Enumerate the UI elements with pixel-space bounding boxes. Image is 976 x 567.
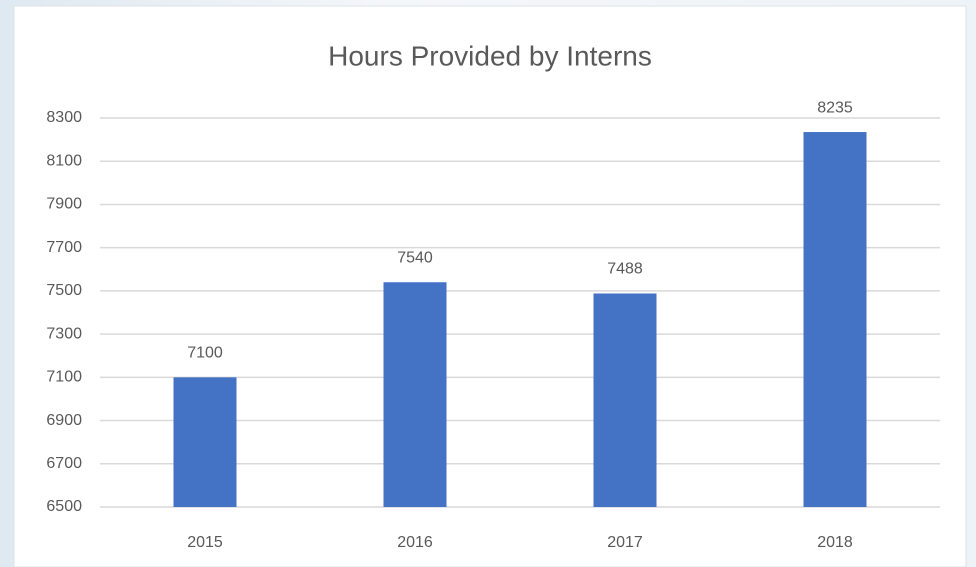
y-tick-label: 6700 [46,455,82,472]
y-tick-label: 6900 [46,412,82,429]
data-label: 7540 [397,249,433,266]
y-tick-label: 8300 [46,109,82,126]
y-tick-label: 7300 [46,325,82,342]
data-label: 7100 [187,345,223,362]
chart-title: Hours Provided by Interns [328,40,652,71]
data-label: 8235 [817,99,853,116]
x-tick-label: 2016 [397,534,433,551]
y-tick-label: 7100 [46,369,82,386]
bar [593,293,657,507]
bar [383,282,447,507]
x-tick-label: 2017 [607,534,643,551]
x-tick-label: 2015 [187,534,223,551]
y-tick-label: 6500 [46,498,82,515]
y-tick-label: 7700 [46,239,82,256]
data-label: 7488 [607,261,643,278]
bar [803,132,867,507]
y-tick-label: 8100 [46,152,82,169]
x-tick-label: 2018 [817,534,853,551]
y-tick-label: 7500 [46,282,82,299]
bar [173,377,237,507]
y-tick-label: 7900 [46,196,82,213]
